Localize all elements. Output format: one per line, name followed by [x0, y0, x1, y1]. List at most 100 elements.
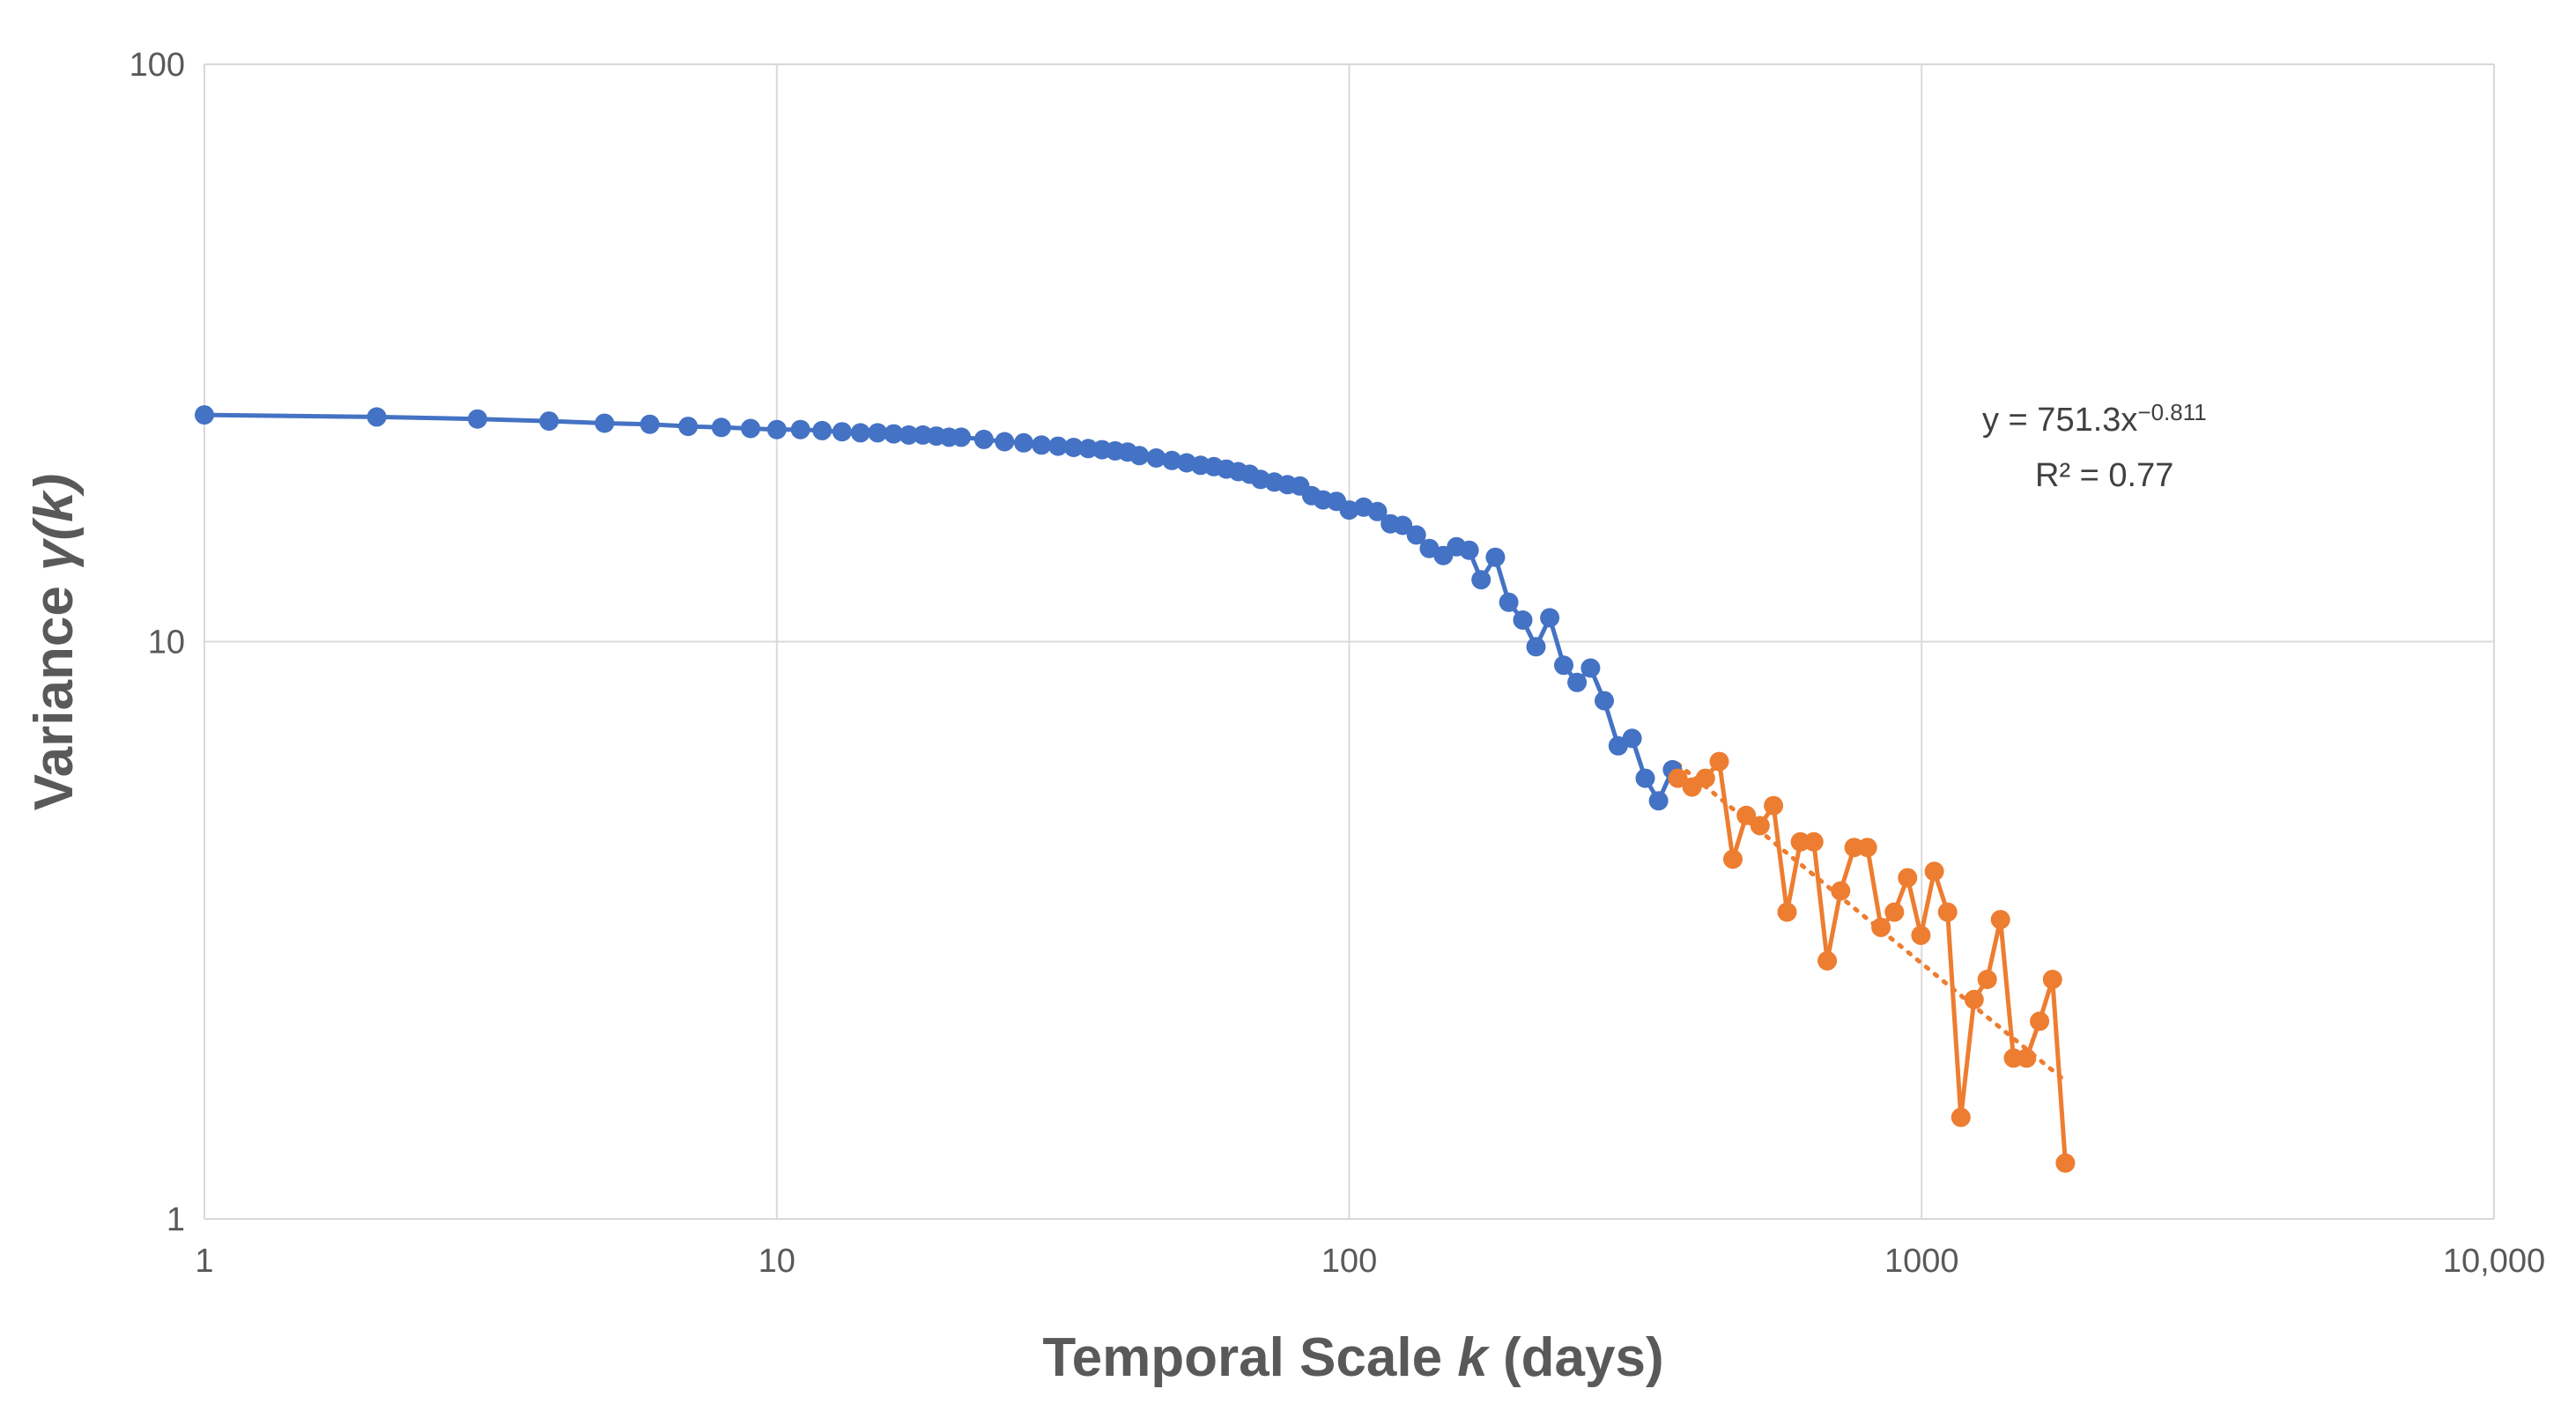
data-point: [1406, 525, 1426, 545]
data-point: [366, 407, 387, 427]
data-point: [1367, 501, 1388, 521]
data-point: [1580, 658, 1601, 678]
data-point: [2055, 1153, 2076, 1173]
data-point: [1513, 610, 1533, 630]
data-point: [195, 405, 214, 425]
data-point: [1831, 881, 1851, 901]
x-axis-title-variable: k: [1457, 1327, 1491, 1388]
data-point: [1723, 849, 1743, 869]
data-point: [868, 423, 888, 443]
y-axis-title-variable: γ(k): [24, 474, 85, 571]
y-tick-label: 1: [167, 1201, 185, 1238]
data-point: [1146, 448, 1166, 468]
data-point: [1485, 547, 1506, 567]
gridlines: [204, 63, 2495, 1220]
data-point: [1884, 902, 1905, 922]
data-point: [812, 420, 833, 440]
data-point: [1499, 592, 1519, 612]
data-point: [884, 424, 904, 444]
trendline-equation: y = 751.3x−0.811: [1982, 399, 2207, 439]
data-point: [1937, 902, 1958, 922]
data-point: [1567, 672, 1588, 692]
data-point: [1459, 540, 1479, 560]
data-point: [1048, 436, 1068, 456]
data-point: [1924, 861, 1944, 882]
data-point: [1668, 768, 1688, 788]
series-1-line: [204, 412, 1675, 803]
x-tick-label: 100: [1321, 1243, 1377, 1280]
data-point: [790, 419, 811, 440]
trendline-r-squared: R² = 0.77: [2035, 457, 2173, 494]
data-point: [1911, 925, 1931, 945]
data-point: [832, 422, 852, 442]
data-point: [1339, 500, 1359, 521]
data-point: [1526, 637, 1546, 657]
data-point: [1032, 435, 1052, 455]
data-point: [2017, 1048, 2037, 1068]
x-axis-title-main: Temporal Scale: [1042, 1327, 1457, 1388]
data-point: [1471, 570, 1492, 590]
y-axis-title: Variance γ(k): [24, 474, 85, 811]
x-tick-label: 10,000: [2443, 1243, 2545, 1280]
x-tick-label: 1000: [1884, 1243, 1959, 1280]
data-point: [741, 418, 760, 439]
data-point: [595, 413, 615, 433]
x-axis-title-unit: (days): [1488, 1327, 1664, 1388]
data-point: [766, 419, 787, 440]
data-point: [1393, 515, 1413, 536]
series-2-line: [1677, 759, 2068, 1164]
data-point: [1871, 917, 1891, 937]
series-layer: [195, 405, 2076, 1173]
y-axis-ticks: 1 10 100: [130, 47, 185, 1238]
y-axis-title-main: Variance: [24, 571, 85, 810]
data-point: [1750, 816, 1770, 836]
data-point: [1595, 691, 1614, 711]
data-point: [1648, 791, 1669, 811]
data-point: [1736, 805, 1757, 825]
data-point: [1063, 438, 1084, 457]
data-point: [2030, 1011, 2050, 1031]
y-tick-label: 10: [148, 624, 185, 661]
data-point: [1898, 868, 1918, 888]
data-point: [640, 414, 660, 434]
data-point: [1162, 450, 1182, 470]
data-point: [1014, 432, 1033, 453]
data-point: [539, 411, 559, 432]
data-point: [1857, 838, 1877, 858]
equation-exponent: −0.811: [2137, 399, 2206, 425]
data-point: [468, 409, 487, 429]
data-point: [1540, 608, 1560, 628]
data-point: [1790, 831, 1810, 852]
data-point: [1977, 970, 1997, 989]
data-point: [1709, 751, 1729, 772]
y-tick-label: 100: [130, 47, 185, 84]
data-point: [1951, 1107, 1971, 1127]
data-point: [1803, 831, 1824, 852]
data-point: [1990, 910, 2010, 930]
data-point: [1635, 768, 1655, 788]
x-axis-title: Temporal Scale k (days): [1042, 1327, 1663, 1388]
data-point: [1964, 989, 1984, 1009]
data-point: [995, 432, 1015, 452]
data-point: [951, 427, 972, 447]
series-1: [195, 405, 1683, 811]
data-point: [973, 429, 994, 449]
equation-base: y = 751.3x: [1982, 402, 2137, 439]
data-point: [899, 425, 919, 445]
x-tick-label: 10: [759, 1243, 796, 1280]
x-axis-ticks: 1 10 100 1000 10,000: [195, 1243, 2545, 1280]
data-point: [678, 417, 699, 437]
series-2: [1668, 751, 2076, 1173]
data-point: [1554, 655, 1573, 676]
data-point: [2042, 970, 2062, 989]
data-point: [1844, 838, 1864, 858]
data-point: [1129, 446, 1150, 466]
data-point: [1777, 902, 1797, 922]
data-point: [1695, 768, 1715, 788]
x-tick-label: 1: [195, 1243, 213, 1280]
data-point: [711, 417, 731, 438]
data-point: [1764, 795, 1784, 816]
data-point: [1817, 950, 1838, 971]
data-point: [1622, 728, 1642, 749]
